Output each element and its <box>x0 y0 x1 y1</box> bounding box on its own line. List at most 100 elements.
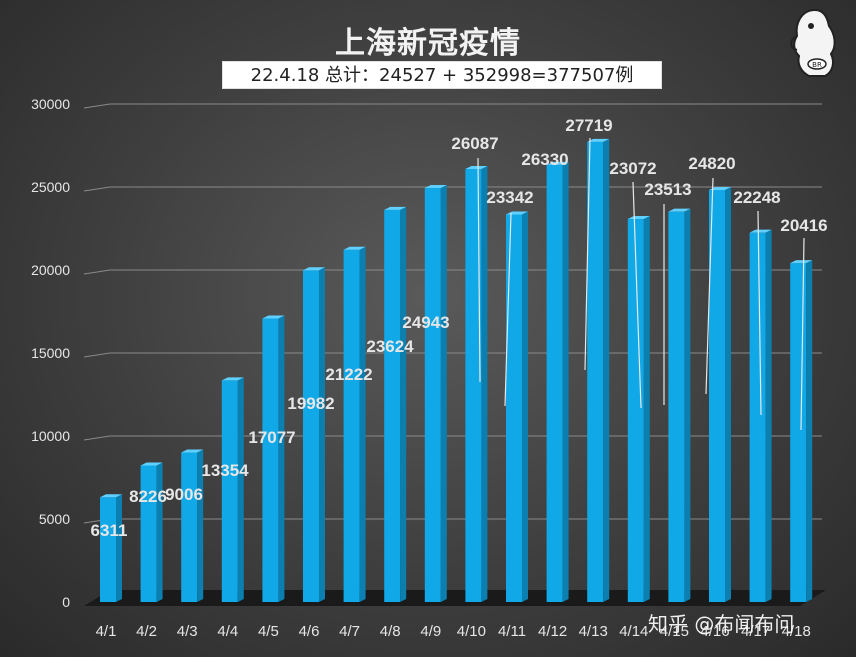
bar <box>424 187 441 602</box>
bar <box>709 189 725 602</box>
bar-side <box>400 206 407 602</box>
gridline-depth <box>83 186 111 192</box>
data-label: 26087 <box>451 134 498 153</box>
data-label: 19982 <box>287 394 334 413</box>
y-tick-label: 20000 <box>31 262 70 278</box>
bar-top <box>465 165 488 169</box>
bar <box>546 164 563 602</box>
y-tick-label: 0 <box>62 594 70 610</box>
leader-line <box>477 157 481 383</box>
bar-top <box>140 462 163 466</box>
bar-side <box>643 216 650 602</box>
bar-top <box>424 184 447 188</box>
x-tick-label: 4/15 <box>660 623 689 640</box>
bar-top <box>100 494 122 498</box>
gridline-depth <box>83 269 111 275</box>
data-label: 23513 <box>644 180 691 199</box>
x-tick-label: 4/2 <box>136 623 157 640</box>
bar-side <box>197 449 204 602</box>
bar <box>181 452 198 602</box>
bar-side <box>562 161 569 602</box>
bar <box>627 219 644 602</box>
bar-side <box>684 208 691 602</box>
bar-side <box>481 165 488 602</box>
x-tick-label: 4/10 <box>457 623 486 640</box>
bar <box>384 209 401 602</box>
logo-text: BR <box>812 61 822 69</box>
data-label: 24820 <box>688 154 735 173</box>
bar-side <box>237 377 244 602</box>
data-label: 20416 <box>780 216 827 235</box>
bar <box>465 168 482 602</box>
gridline-depth <box>83 103 111 109</box>
leader-line <box>800 237 805 431</box>
bar <box>790 263 807 602</box>
bar <box>100 497 116 602</box>
data-label: 22248 <box>733 188 780 207</box>
bar-top <box>343 246 366 250</box>
bar-side <box>359 246 366 603</box>
y-axis-ticks: 0 5000 10000 15000 20000 25000 30000 <box>31 96 70 610</box>
x-tick-label: 4/5 <box>258 623 279 640</box>
bar-top <box>384 206 407 210</box>
x-tick-label: 4/16 <box>700 623 729 640</box>
x-tick-label: 4/7 <box>339 623 360 640</box>
data-label: 17077 <box>248 428 295 447</box>
x-tick-label: 4/13 <box>579 623 608 640</box>
bar <box>506 214 522 602</box>
x-tick-label: 4/8 <box>380 623 401 640</box>
bar-side <box>156 462 163 602</box>
bar-side <box>603 138 610 602</box>
bar-side <box>765 229 772 602</box>
x-tick-label: 4/4 <box>217 623 238 640</box>
y-tick-label: 5000 <box>39 511 70 527</box>
chart-subtitle: 22.4.18 总计：24527 + 352998=377507例 <box>222 61 662 89</box>
bar-top <box>587 138 610 142</box>
data-label: 23072 <box>609 159 656 178</box>
chart-title: 上海新冠疫情 <box>335 26 521 61</box>
data-label: 8226 <box>129 487 167 506</box>
x-tick-label: 4/14 <box>619 623 648 640</box>
bar-side <box>522 211 528 602</box>
bar <box>221 380 238 602</box>
x-tick-label: 4/17 <box>741 623 770 640</box>
leader-line <box>584 137 591 371</box>
bars <box>100 138 813 603</box>
y-tick-label: 30000 <box>31 96 70 112</box>
data-label: 13354 <box>201 461 249 480</box>
bar <box>668 211 685 602</box>
bar-side <box>278 315 285 602</box>
bar <box>262 318 279 602</box>
leader-line <box>632 181 642 409</box>
data-label: 6311 <box>91 521 128 540</box>
bar <box>140 465 157 602</box>
data-label: 23624 <box>366 337 414 356</box>
bar <box>749 232 766 602</box>
gridline-depth <box>83 435 111 441</box>
data-label: 27719 <box>565 116 612 135</box>
x-tick-label: 4/18 <box>782 623 811 640</box>
bar-top <box>546 161 569 165</box>
bar-top <box>627 216 650 220</box>
data-label: 26330 <box>521 150 568 169</box>
bar-top <box>221 377 244 381</box>
bar <box>587 141 604 602</box>
data-label: 24943 <box>402 313 449 332</box>
gridline-depth <box>83 352 111 358</box>
leader-line <box>757 210 762 416</box>
bar-side <box>806 260 813 602</box>
y-tick-label: 10000 <box>31 428 70 444</box>
y-tick-label: 15000 <box>31 345 70 361</box>
x-tick-label: 4/9 <box>420 623 441 640</box>
bar-side <box>440 184 447 602</box>
bar <box>343 249 360 603</box>
bar-top <box>668 208 691 212</box>
bar-top <box>790 260 813 264</box>
x-tick-label: 4/3 <box>177 623 198 640</box>
leader-line <box>705 177 714 395</box>
bar <box>303 270 319 602</box>
bar-side <box>319 267 325 602</box>
leader-lines <box>477 137 805 431</box>
